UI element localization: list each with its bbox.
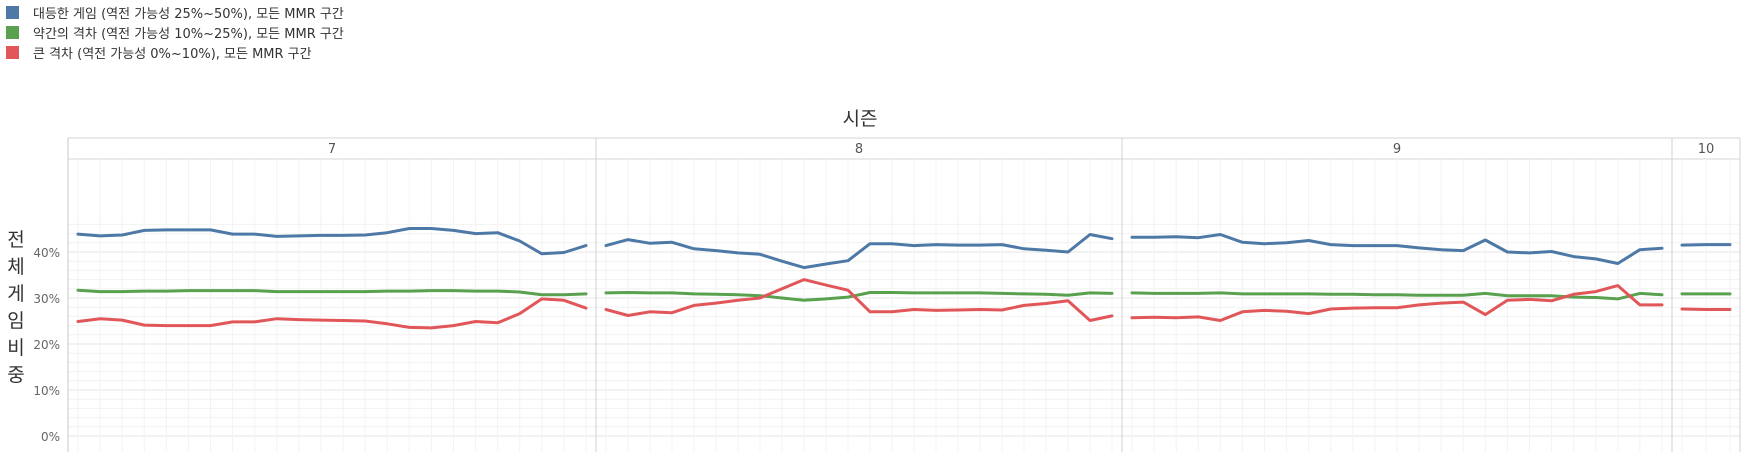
series-line-1	[1130, 291, 1664, 301]
plot-area: 7 8 9 10 0% 10% 20% 30% 40%	[33, 137, 1741, 452]
x-axis-title: 시즌	[843, 108, 878, 130]
y-tick-label: 20%	[33, 338, 60, 352]
series-line-2	[1130, 284, 1664, 322]
y-axis-title-char: 중	[7, 364, 24, 386]
y-axis-title-char: 전	[7, 229, 24, 251]
y-axis-title-char: 체	[7, 256, 24, 278]
legend-item-even-game[interactable]: 대등한 게임 (역전 가능성 25%~50%), 모든 MMR 구간	[6, 2, 344, 22]
legend-item-big-gap[interactable]: 큰 격차 (역전 가능성 0%~10%), 모든 MMR 구간	[6, 42, 344, 62]
series-line-0	[76, 227, 588, 256]
panel-label: 10	[1698, 142, 1715, 157]
series-line-2	[604, 278, 1114, 322]
legend-swatch-big	[6, 45, 19, 59]
panel-label: 8	[855, 142, 863, 157]
y-tick-label: 40%	[33, 246, 60, 260]
legend-label-even: 대등한 게임 (역전 가능성 25%~50%), 모든 MMR 구간	[33, 6, 344, 22]
panel-label: 9	[1393, 142, 1401, 157]
legend-swatch-even	[6, 5, 19, 19]
series-line-1	[604, 291, 1114, 302]
series-line-1	[76, 288, 588, 297]
series-line-0	[1680, 243, 1732, 247]
y-tick-label: 0%	[41, 430, 60, 444]
legend-label-big: 큰 격차 (역전 가능성 0%~10%), 모든 MMR 구간	[33, 46, 312, 62]
series-line-2	[76, 297, 588, 330]
series-line-0	[1130, 233, 1664, 265]
y-axis-title-char: 게	[7, 283, 24, 305]
panel-label: 7	[328, 142, 336, 157]
y-axis-title-char: 임	[7, 310, 24, 332]
series-line-2	[1680, 307, 1732, 311]
legend: 대등한 게임 (역전 가능성 25%~50%), 모든 MMR 구간 약간의 격…	[6, 2, 344, 62]
legend-item-slight-gap[interactable]: 약간의 격차 (역전 가능성 10%~25%), 모든 MMR 구간	[6, 22, 344, 42]
legend-swatch-slight	[6, 25, 19, 39]
series-line-0	[604, 233, 1114, 270]
y-tick-label: 10%	[33, 384, 60, 398]
y-tick-label: 30%	[33, 292, 60, 306]
y-axis-title-char: 비	[7, 337, 24, 359]
legend-label-slight: 약간의 격차 (역전 가능성 10%~25%), 모든 MMR 구간	[33, 26, 344, 42]
